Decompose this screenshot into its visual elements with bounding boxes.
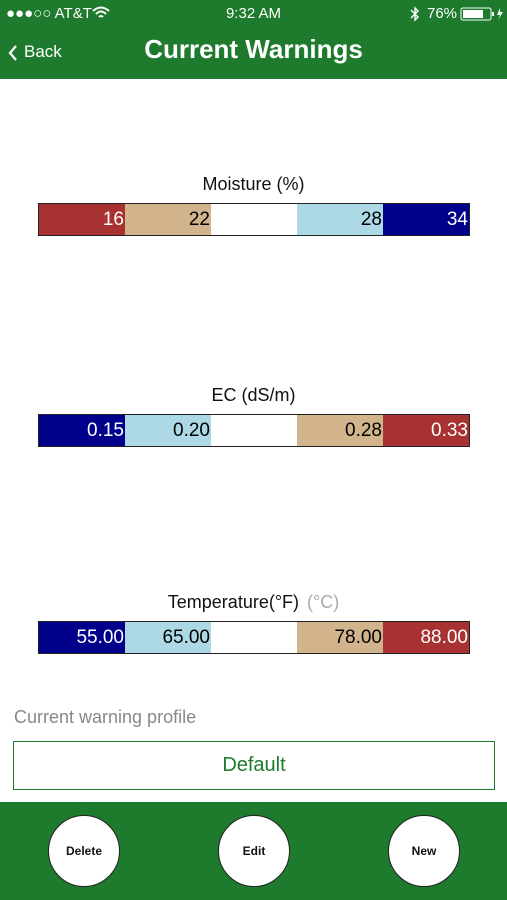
bluetooth-icon <box>410 6 419 22</box>
scale-label: Moisture (%) <box>0 174 507 195</box>
threshold-segment[interactable]: 0.28 <box>297 415 383 446</box>
scale-label: Temperature(°F) (°C) <box>0 592 507 613</box>
profile-label: Current warning profile <box>14 707 197 727</box>
scale-title: Moisture (%) <box>202 174 305 194</box>
threshold-segment[interactable]: 34 <box>383 204 469 235</box>
threshold-segment[interactable] <box>211 204 297 235</box>
threshold-segment[interactable]: 16 <box>39 204 125 235</box>
warning-bar: 16 22 28 34 <box>38 203 470 236</box>
action-button[interactable]: Edit <box>218 815 290 887</box>
threshold-segment[interactable]: 55.00 <box>39 622 125 653</box>
threshold-segment[interactable]: 28 <box>297 204 383 235</box>
profile-selector[interactable]: Default <box>13 741 495 790</box>
carrier: ●●●○○ AT&T <box>6 5 92 22</box>
back-chevron[interactable] <box>7 44 19 62</box>
battery-icon <box>460 7 503 21</box>
wifi-icon <box>92 6 110 18</box>
scale-label: EC (dS/m) <box>0 385 507 406</box>
warning-bar: 0.15 0.20 0.28 0.33 <box>38 414 470 447</box>
header-bar <box>0 0 507 79</box>
action-button[interactable]: New <box>388 815 460 887</box>
threshold-segment[interactable]: 0.33 <box>383 415 469 446</box>
scale-title: EC (dS/m) <box>211 385 296 405</box>
screen-title: Current Warnings <box>144 34 363 64</box>
threshold-segment[interactable]: 0.15 <box>39 415 125 446</box>
warning-bar: 55.00 65.00 78.00 88.00 <box>38 621 470 654</box>
scale-title: Temperature(°F) <box>167 592 300 612</box>
battery-percent: 76% <box>427 5 458 22</box>
scale-alt-unit[interactable]: (°C) <box>307 592 340 612</box>
threshold-segment[interactable]: 78.00 <box>297 622 383 653</box>
threshold-segment[interactable]: 65.00 <box>125 622 211 653</box>
clock: 9:32 AM <box>225 5 282 22</box>
action-button[interactable]: Delete <box>48 815 120 887</box>
threshold-segment[interactable]: 22 <box>125 204 211 235</box>
threshold-segment[interactable]: 0.20 <box>125 415 211 446</box>
back-button[interactable]: Back <box>24 42 62 61</box>
threshold-segment[interactable] <box>211 622 297 653</box>
threshold-segment[interactable]: 88.00 <box>383 622 469 653</box>
threshold-segment[interactable] <box>211 415 297 446</box>
